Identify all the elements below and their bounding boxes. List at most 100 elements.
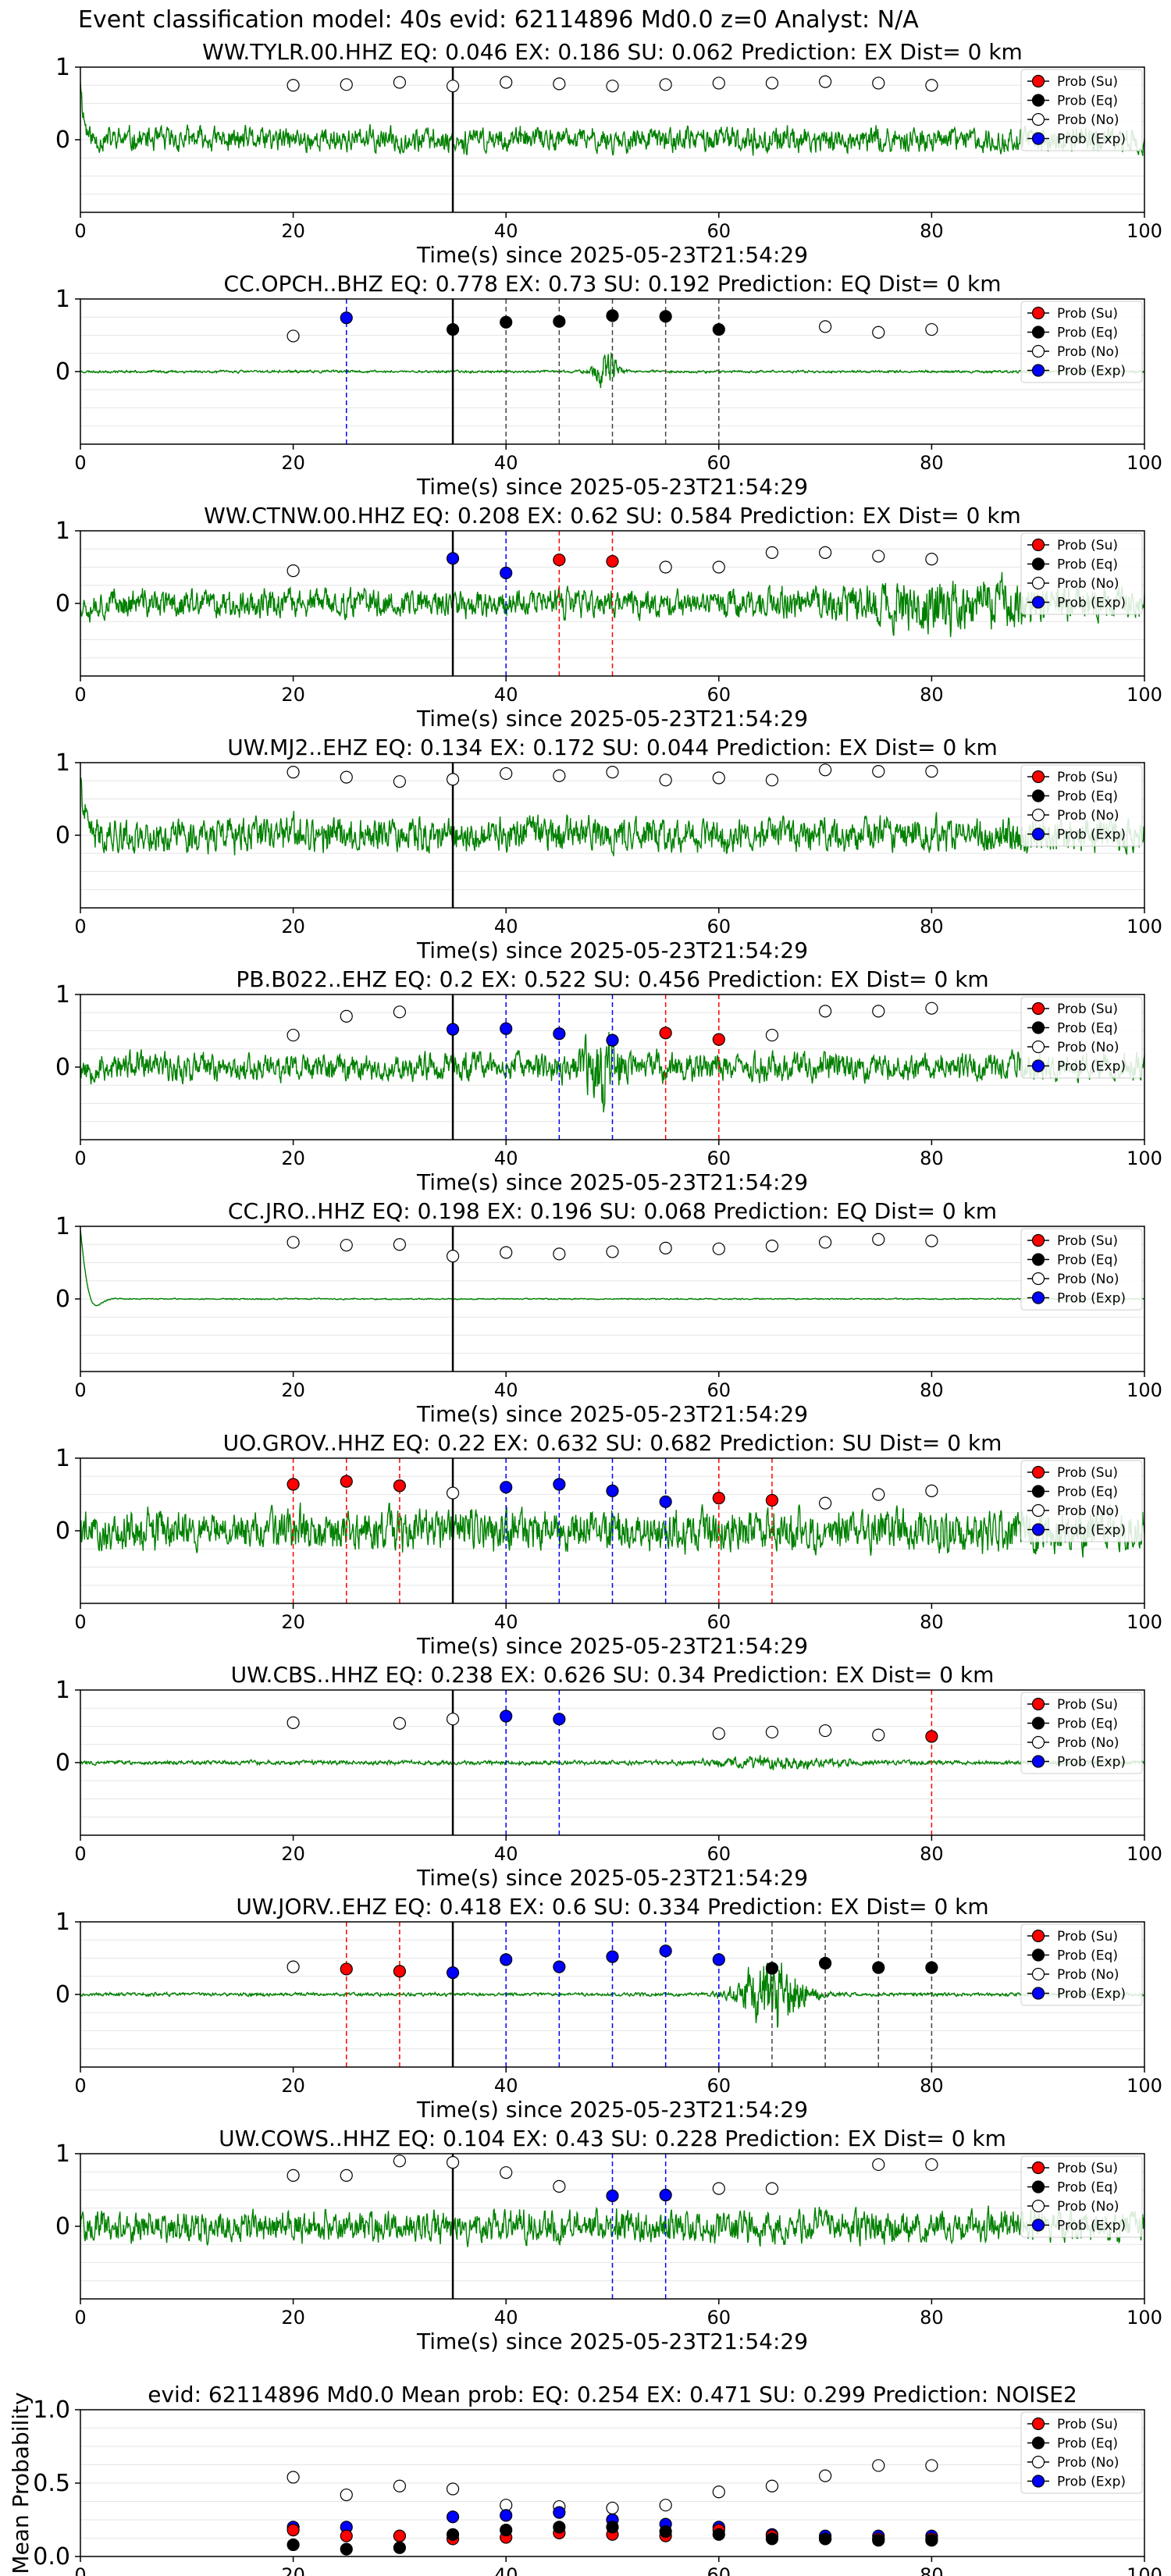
prediction-marker [393, 775, 406, 788]
prediction-marker [872, 1488, 885, 1501]
waveform-panel: CC.OPCH..BHZ EQ: 0.778 EX: 0.73 SU: 0.19… [55, 271, 1162, 500]
x-tick-label: 0 [74, 1843, 86, 1865]
prediction-marker [606, 2189, 619, 2203]
x-tick-label: 0 [74, 452, 86, 474]
mean-prob-marker [659, 2499, 672, 2512]
legend-label: Prob (Eq) [1057, 789, 1118, 805]
legend-label: Prob (Eq) [1057, 1253, 1118, 1268]
mean-prob-marker [393, 2541, 406, 2554]
prediction-marker [765, 774, 779, 787]
prediction-marker [872, 76, 885, 90]
x-tick-label: 40 [494, 2075, 518, 2097]
y-tick-label: 0 [55, 1054, 70, 1081]
x-tick-label: 40 [494, 1379, 518, 1401]
x-tick-label: 60 [707, 2307, 731, 2329]
mean-prob-marker [606, 2521, 619, 2534]
prediction-marker [446, 1966, 460, 1980]
x-tick-label: 20 [281, 1843, 305, 1865]
x-tick-label: 40 [494, 684, 518, 706]
mean-prob-marker [393, 2529, 406, 2542]
x-tick-label: 60 [707, 1379, 731, 1401]
legend-marker [1031, 1503, 1045, 1517]
waveform-trace [80, 777, 1144, 856]
prediction-marker [500, 1481, 513, 1494]
x-tick-label: 0 [74, 1147, 86, 1169]
prediction-marker [287, 1478, 300, 1491]
prediction-marker [606, 1245, 619, 1258]
legend-label: Prob (No) [1057, 1503, 1119, 1519]
prediction-marker [659, 1026, 672, 1040]
prediction-marker [659, 560, 672, 574]
axes-frame [80, 298, 1145, 445]
legend-box [1020, 532, 1143, 615]
legend-label: Prob (Exp) [1057, 2475, 1126, 2490]
waveform-panel: UW.JORV..EHZ EQ: 0.418 EX: 0.6 SU: 0.334… [55, 1894, 1162, 2122]
x-tick-label: 80 [920, 2075, 944, 2097]
y-tick-label: 0.0 [33, 2543, 70, 2571]
x-tick-label: 60 [707, 1147, 731, 1169]
x-tick-label: 60 [707, 220, 731, 242]
legend-marker [1031, 74, 1045, 88]
y-tick-label: 0 [55, 1981, 70, 2008]
legend-marker [1031, 132, 1045, 145]
legend-label: Prob (Su) [1057, 74, 1118, 90]
prediction-marker [340, 770, 353, 784]
x-tick-label: 80 [920, 684, 944, 706]
x-tick-label: 100 [1127, 220, 1162, 242]
legend-marker [1031, 1717, 1045, 1730]
x-tick-label: 100 [1127, 1843, 1162, 1865]
legend-label: Prob (Eq) [1057, 326, 1118, 341]
x-tick-label: 80 [920, 916, 944, 938]
prediction-marker [712, 1033, 725, 1046]
prediction-marker [925, 1002, 938, 1015]
legend-label: Prob (Su) [1057, 2161, 1118, 2176]
prediction-marker [287, 564, 300, 578]
legend-label: Prob (No) [1057, 1967, 1119, 1983]
legend-label: Prob (No) [1057, 1735, 1119, 1751]
x-tick-label: 100 [1127, 916, 1162, 938]
x-tick-label: 60 [707, 916, 731, 938]
x-tick-label: 60 [707, 684, 731, 706]
y-tick-label: 1 [55, 2140, 70, 2168]
prediction-marker [287, 1028, 300, 1042]
legend-label: Prob (Eq) [1057, 1717, 1118, 1732]
legend-marker [1031, 1755, 1045, 1768]
prediction-marker [287, 79, 300, 92]
legend-box [1020, 1923, 1143, 2006]
legend-label: Prob (Su) [1057, 770, 1118, 785]
prediction-marker [765, 1240, 779, 1253]
prediction-marker [393, 2154, 406, 2168]
prediction-marker [925, 1234, 938, 1247]
prediction-marker [287, 2169, 300, 2182]
prediction-marker [340, 1239, 353, 1252]
prediction-marker [553, 2179, 566, 2193]
mean-prob-marker [500, 2509, 513, 2522]
x-tick-label: 100 [1127, 1147, 1162, 1169]
y-tick-label: 0.5 [33, 2470, 70, 2497]
x-tick-label: 60 [707, 1611, 731, 1633]
legend-marker [1031, 1059, 1045, 1073]
prediction-marker [393, 1479, 406, 1493]
prediction-marker [553, 769, 566, 782]
prediction-marker [446, 322, 460, 336]
mean-prob-marker [765, 2532, 779, 2546]
legend-label: Prob (Eq) [1057, 2180, 1118, 2196]
x-tick-label: 60 [707, 2564, 731, 2576]
waveform-trace [80, 1229, 1144, 1307]
legend-label: Prob (Exp) [1057, 364, 1126, 379]
prediction-marker [606, 1034, 619, 1047]
prediction-marker [872, 550, 885, 563]
mean-prob-marker [553, 2506, 566, 2519]
prediction-marker [340, 2169, 353, 2182]
x-axis-label: Time(s) since 2025-05-23T21:54:29 [416, 938, 808, 963]
prediction-marker [606, 80, 619, 93]
prediction-marker [446, 1486, 460, 1500]
prediction-marker [659, 1241, 672, 1255]
panel-title: CC.JRO..HHZ EQ: 0.198 EX: 0.196 SU: 0.06… [228, 1198, 997, 1224]
legend-marker [1031, 1929, 1045, 1943]
prediction-marker [818, 763, 832, 777]
x-axis-label: Time(s) since 2025-05-23T21:54:29 [416, 2097, 808, 2122]
axes-frame [80, 762, 1145, 909]
prediction-marker [287, 1960, 300, 1973]
panel-title: UW.JORV..EHZ EQ: 0.418 EX: 0.6 SU: 0.334… [236, 1894, 988, 1920]
